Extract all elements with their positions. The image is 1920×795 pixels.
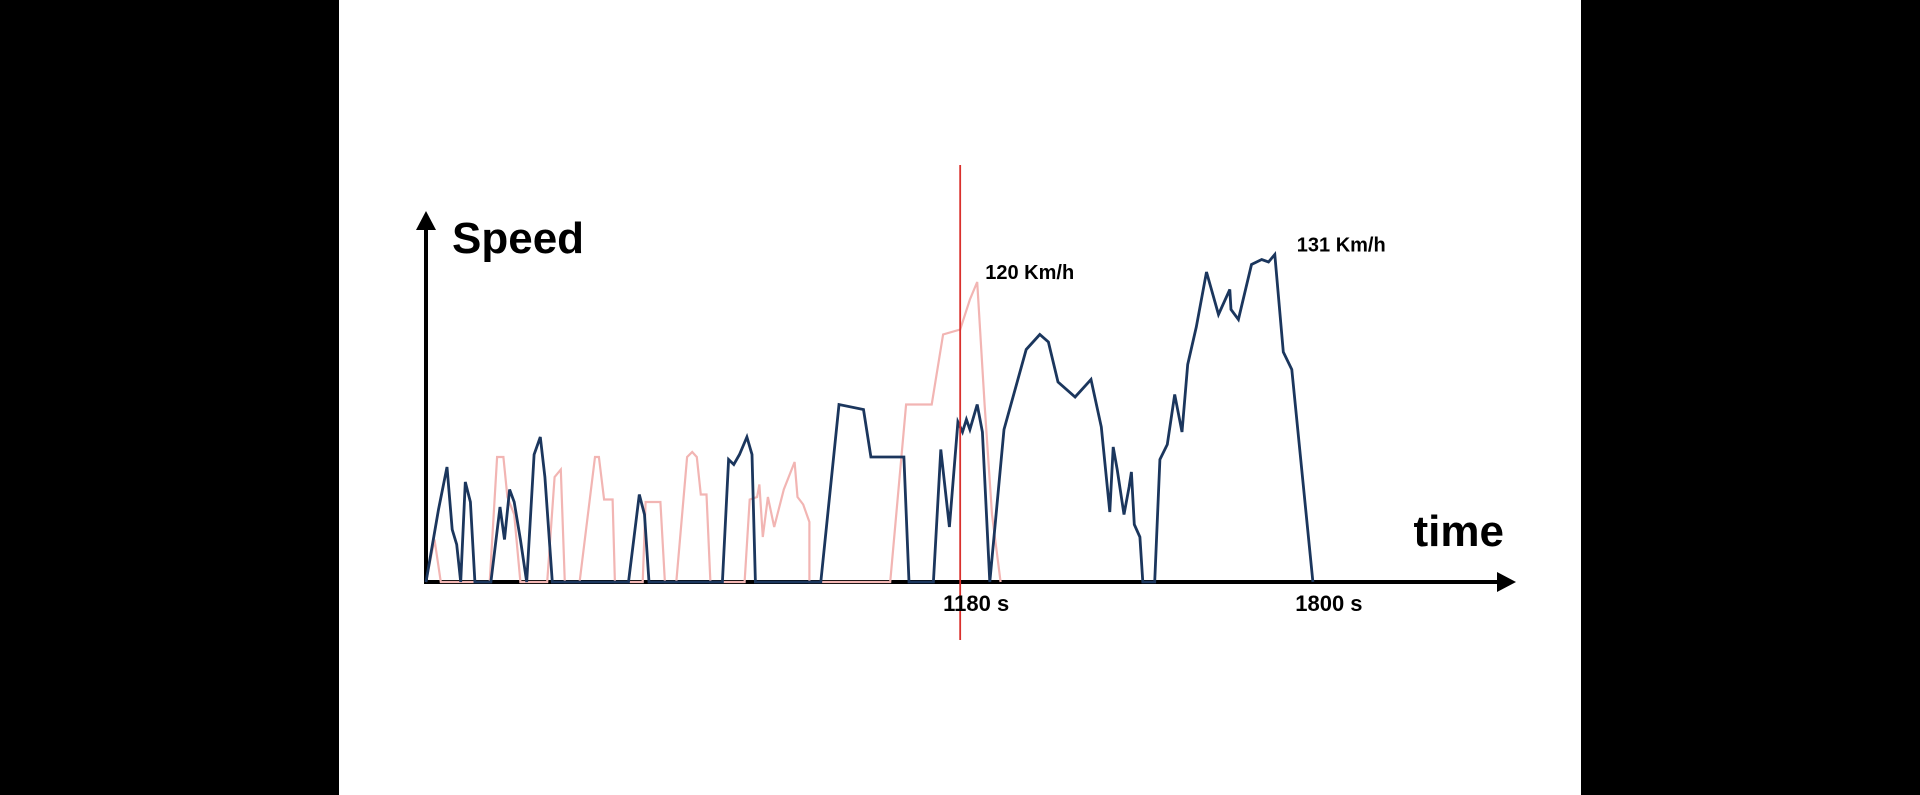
x-axis-arrow [1497, 572, 1516, 592]
x-tick-label: 1800 s [1295, 591, 1362, 616]
annotation: 131 Km/h [1297, 235, 1386, 257]
y-axis-label: Speed [452, 214, 584, 263]
x-tick-label: 1180 s [943, 591, 1009, 616]
speed-line [424, 281, 1002, 584]
y-axis-arrow [416, 211, 436, 230]
x-axis-label: time [1414, 507, 1504, 556]
annotation: 120 Km/h [985, 262, 1074, 284]
